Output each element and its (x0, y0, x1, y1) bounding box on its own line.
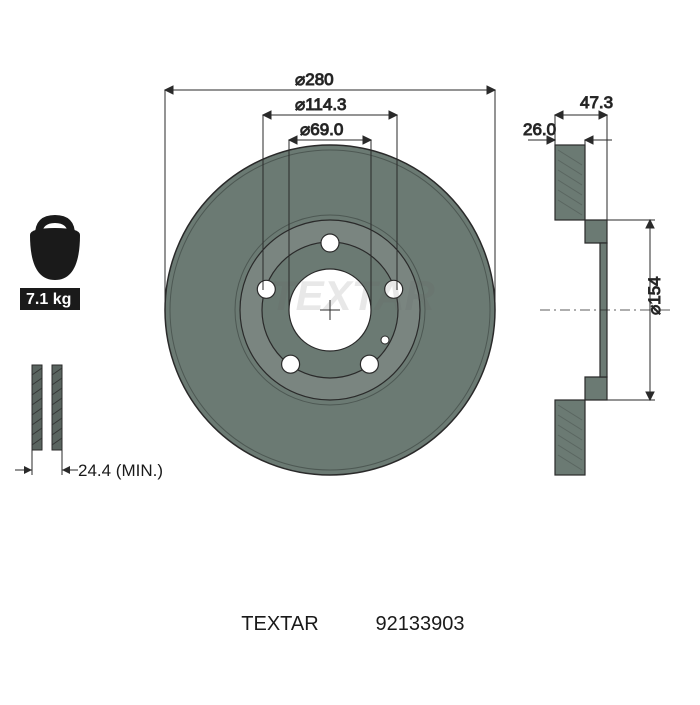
thickness-label: 26.0 (523, 120, 556, 139)
min-thickness-label: 24.4 (MIN.) (78, 461, 163, 480)
disc-front-view: TEXTAR (165, 145, 495, 475)
side-dimensions: 47.3 26.0 ⌀154 (523, 93, 664, 400)
outer-dia-label: ⌀280 (295, 70, 334, 89)
hub-dia-label: ⌀154 (645, 276, 664, 315)
offset-label: 47.3 (580, 93, 613, 112)
part-number-label: 92133903 (376, 613, 465, 635)
weight-value: 7.1 kg (26, 291, 71, 308)
brand-label: TEXTAR (241, 613, 318, 635)
kettlebell-icon (30, 215, 80, 280)
min-thickness-view: 24.4 (MIN.) (15, 365, 163, 480)
bore-dia-label: ⌀69.0 (300, 120, 343, 139)
watermark-text: TEXTAR (270, 272, 436, 319)
bolt-circle-dia-label: ⌀114.3 (295, 95, 347, 114)
